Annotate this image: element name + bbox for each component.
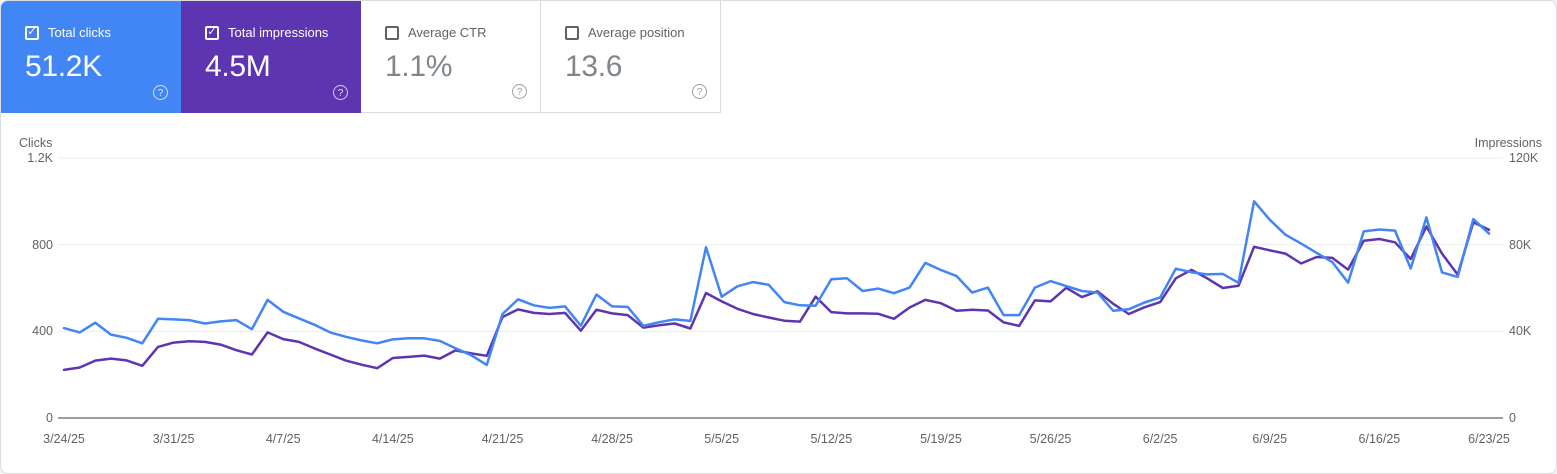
x-axis-label: 4/28/25 <box>591 432 633 446</box>
x-axis-label: 5/26/25 <box>1029 432 1072 446</box>
x-axis-label: 6/23/25 <box>1468 432 1510 446</box>
right-axis-tick: 80K <box>1509 237 1532 252</box>
total-clicks-header: ✓ Total clicks <box>25 25 181 40</box>
average-ctr-checkbox[interactable] <box>385 25 399 40</box>
clicks-line <box>62 200 1491 367</box>
total-impressions-header: ✓ Total impressions <box>205 25 361 40</box>
right-axis-tick: 40K <box>1509 324 1532 339</box>
metric-card-total-impressions[interactable]: ✓ Total impressions 4.5M ? <box>181 1 361 113</box>
total-impressions-value: 4.5M <box>205 50 271 83</box>
right-axis-tick: 0 <box>1509 411 1516 425</box>
x-axis-label: 4/21/25 <box>481 432 524 446</box>
average-position-header: Average position <box>565 25 720 40</box>
total-impressions-label: Total impressions <box>228 25 329 40</box>
left-axis-tick: 400 <box>32 324 53 339</box>
x-axis-label: 5/12/25 <box>810 432 853 446</box>
right-axis-title: Impressions <box>1474 136 1542 150</box>
impressions-line <box>62 221 1491 372</box>
x-axis-label: 6/16/25 <box>1358 432 1401 446</box>
checkmark-icon: ✓ <box>27 26 37 38</box>
metric-cards: ✓ Total clicks 51.2K ? ✓ Total impressio… <box>1 1 721 113</box>
average-position-label: Average position <box>588 25 685 40</box>
help-icon[interactable]: ? <box>333 85 348 100</box>
average-ctr-label: Average CTR <box>408 25 487 40</box>
metric-card-average-position[interactable]: Average position 13.6 ? <box>541 1 721 113</box>
x-axis-label: 3/31/25 <box>152 432 195 446</box>
total-clicks-checkbox[interactable]: ✓ <box>25 25 39 40</box>
help-icon[interactable]: ? <box>153 85 168 100</box>
help-icon[interactable]: ? <box>512 84 527 99</box>
x-axis-label: 6/9/25 <box>1252 432 1288 446</box>
total-impressions-checkbox[interactable]: ✓ <box>205 25 219 40</box>
checkmark-icon: ✓ <box>207 26 217 38</box>
total-clicks-value: 51.2K <box>25 50 102 83</box>
total-clicks-label: Total clicks <box>48 25 111 40</box>
left-axis-tick: 1.2K <box>27 151 53 165</box>
x-axis-label: 5/19/25 <box>920 432 962 446</box>
help-icon[interactable]: ? <box>692 84 707 99</box>
x-axis-label: 4/14/25 <box>371 432 414 446</box>
x-axis-label: 3/24/25 <box>43 432 85 446</box>
metric-card-average-ctr[interactable]: Average CTR 1.1% ? <box>361 1 541 113</box>
x-axis-label: 5/5/25 <box>704 432 740 446</box>
average-ctr-value: 1.1% <box>385 50 453 83</box>
average-ctr-header: Average CTR <box>385 25 540 40</box>
x-axis-label: 6/2/25 <box>1142 432 1178 446</box>
x-axis-label: 4/7/25 <box>265 432 301 446</box>
average-position-value: 13.6 <box>565 50 623 83</box>
left-axis-title: Clicks <box>19 136 53 150</box>
left-axis-tick: 0 <box>46 411 53 425</box>
average-position-checkbox[interactable] <box>565 25 579 40</box>
left-axis-tick: 800 <box>32 237 53 252</box>
right-axis-tick: 120K <box>1509 151 1539 165</box>
metric-card-total-clicks[interactable]: ✓ Total clicks 51.2K ? <box>1 1 181 113</box>
